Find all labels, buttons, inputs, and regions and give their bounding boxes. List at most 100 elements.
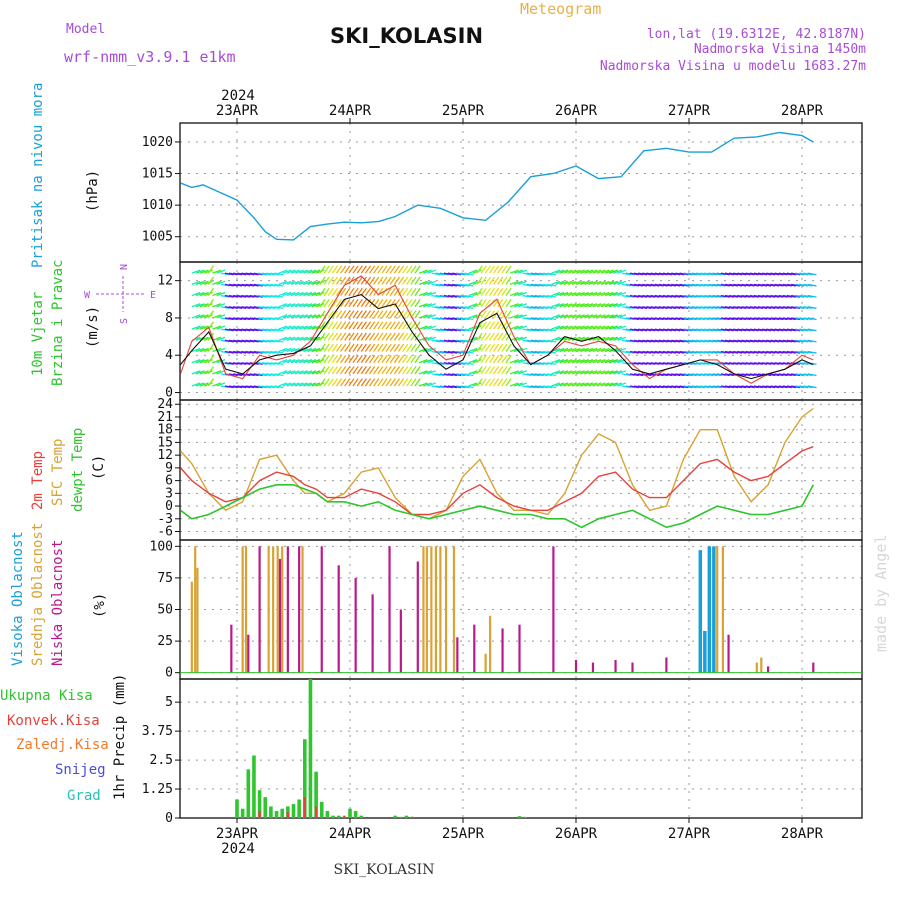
wind-barb <box>447 328 458 332</box>
wind-barb <box>476 332 483 341</box>
wind-barb <box>299 347 308 353</box>
wind-barb <box>770 317 780 321</box>
wind-barb <box>534 362 544 365</box>
wind-barb <box>501 354 508 364</box>
wind-barb <box>443 373 453 377</box>
wind-barb <box>352 321 359 330</box>
wind-barb <box>799 306 809 309</box>
wind-barb <box>592 269 602 274</box>
wind-barb <box>683 328 693 332</box>
wind-barb <box>513 382 523 387</box>
wind-barb <box>559 325 569 330</box>
wind-barb <box>625 317 635 321</box>
wind-barb <box>555 359 565 364</box>
wind-barb <box>224 306 234 309</box>
wind-barb <box>654 306 664 309</box>
wind-barb <box>604 382 614 387</box>
wind-barb <box>770 385 780 389</box>
wind-barb <box>501 310 508 319</box>
wind-barb <box>633 385 644 389</box>
wind-barb <box>468 370 478 375</box>
wind-barb <box>720 373 730 377</box>
wind-barb <box>368 332 376 341</box>
wind-barb <box>712 350 722 354</box>
wind-barb <box>580 336 590 341</box>
temp-dew-label: dewpt Temp <box>70 428 86 512</box>
wind-barb <box>294 382 304 387</box>
wind-barb <box>683 294 693 298</box>
wind-barb <box>241 385 251 389</box>
wind-barb <box>220 328 230 332</box>
wind-barb <box>770 328 780 332</box>
wind-barb <box>261 272 272 276</box>
wind-barb <box>518 370 528 375</box>
cloud-low-bar <box>371 594 374 673</box>
wind-barb <box>559 269 569 274</box>
wind-barb <box>319 321 326 330</box>
wind-barb <box>207 276 215 285</box>
wind-barb <box>559 291 569 297</box>
wind-barb <box>695 283 706 287</box>
wind-barb <box>414 299 421 308</box>
wind-barb <box>559 280 569 285</box>
wind-barb <box>460 328 470 332</box>
wind-barb <box>327 310 334 319</box>
wind-barb <box>344 343 351 352</box>
wind-barb <box>423 314 432 319</box>
wind-barb <box>303 269 313 274</box>
wind-barb <box>307 280 317 285</box>
wind-barb <box>551 303 561 308</box>
wind-barb <box>348 332 355 341</box>
wind-barb <box>733 328 743 332</box>
wind-barb <box>786 272 796 276</box>
wind-barb <box>348 276 355 285</box>
wind-barb <box>216 280 226 285</box>
wind-barb <box>588 280 598 285</box>
wind-barb <box>439 317 449 321</box>
precip-total-bar <box>359 815 364 818</box>
wind-barb <box>609 359 618 364</box>
wind-barb <box>233 306 243 309</box>
wind-barb <box>356 276 363 285</box>
wind-barb <box>402 366 409 375</box>
wind-barb <box>724 306 734 309</box>
wind-barb <box>543 362 553 365</box>
wind-barb <box>270 385 280 389</box>
wind-barb <box>633 350 644 354</box>
wind-barb <box>791 339 801 343</box>
wind-barb <box>567 280 577 285</box>
wind-barb <box>704 350 714 354</box>
wind-barb <box>691 306 701 309</box>
cloud-low-bar <box>727 634 730 673</box>
wind-barb <box>617 303 627 308</box>
wind-barb <box>733 385 743 389</box>
wind-barb <box>381 321 388 330</box>
wind-barb <box>580 314 590 319</box>
wind-barb <box>344 299 351 308</box>
wind-barb <box>228 317 238 321</box>
wind-barb <box>596 280 606 285</box>
compass-north: N <box>119 264 130 270</box>
wind-barb <box>807 294 817 298</box>
wind-barb <box>212 370 222 375</box>
wind-barb <box>331 366 339 375</box>
wind-barb <box>257 339 267 343</box>
wind-barb <box>212 291 222 297</box>
wind-barb <box>484 378 491 387</box>
wind-barb <box>518 336 528 341</box>
wind-barb <box>803 339 813 343</box>
wind-barb <box>385 332 392 341</box>
precip-convective-bar <box>303 797 306 818</box>
wind-barb <box>385 321 392 330</box>
wind-barb <box>237 317 247 321</box>
wind-barb <box>704 328 714 332</box>
wind-barb <box>373 321 380 330</box>
wind-barb <box>414 354 421 364</box>
wind-barb <box>563 382 573 387</box>
wind-barb <box>323 332 330 341</box>
wind-barb <box>584 280 594 285</box>
wind-barb <box>476 287 483 296</box>
wind-barb <box>282 280 292 285</box>
wind-barb <box>687 328 697 332</box>
wind-barb <box>782 328 792 332</box>
